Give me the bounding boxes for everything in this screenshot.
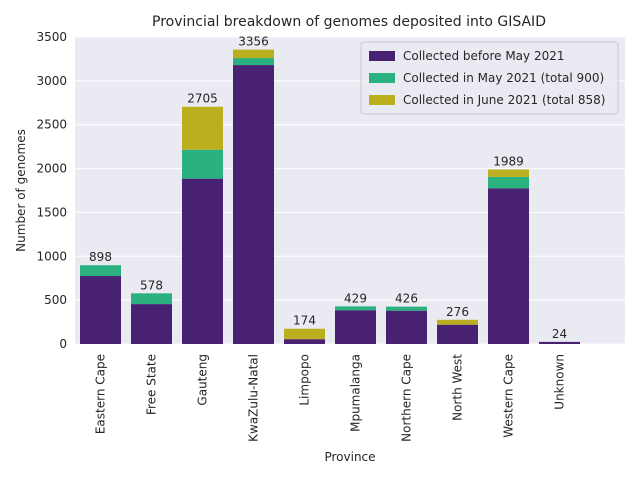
legend-swatch [369,51,395,61]
bar-segment-2 [386,306,427,311]
legend-label: Collected in June 2021 (total 858) [403,93,605,107]
chart-title: Provincial breakdown of genomes deposite… [152,14,546,30]
x-tick-label: Western Cape [502,354,516,438]
bar-segment-1 [539,341,580,344]
bar-segment-1 [233,65,274,344]
x-tick-label: Northern Cape [400,354,414,442]
bar-segment-2 [233,58,274,66]
y-tick-label: 3000 [36,74,67,88]
bar-segment-3 [488,169,529,177]
x-tick-label: Free State [145,354,159,415]
bar-segment-1 [335,310,376,344]
x-tick-label: Limpopo [298,354,312,406]
x-tick-label: KwaZulu-Natal [247,354,261,442]
legend: Collected before May 2021 Collected in Ma… [360,41,619,115]
bar-segment-1 [131,304,172,344]
y-tick-label: 1500 [36,205,67,219]
bar-segment-1 [386,310,427,344]
y-tick-label: 500 [44,293,67,307]
bar-total-label: 578 [140,278,163,292]
bars [80,49,580,344]
x-axis: Eastern Cape Free State Gauteng KwaZulu-Nat… [94,354,567,442]
bar-total-label: 429 [344,291,367,305]
y-tick-label: 2500 [36,118,67,132]
bar-segment-3 [437,319,478,325]
bar-segment-1 [437,324,478,344]
bar-segment-1 [284,339,325,344]
bar-segment-1 [182,178,223,344]
x-axis-label: Province [324,450,375,464]
bar-segment-2 [488,176,529,189]
bar-total-label: 3356 [238,35,269,49]
bar-segment-2 [80,265,121,277]
legend-swatch [369,73,395,83]
y-tick-label: 1000 [36,249,67,263]
legend-label: Collected in May 2021 (total 900) [403,71,604,85]
x-tick-label: North West [451,354,465,421]
bar-segment-1 [80,276,121,344]
y-axis: 0 500 1000 1500 2000 2500 3000 3500 [36,30,67,351]
bar-total-label: 898 [89,250,112,264]
bar-segment-3 [182,106,223,150]
bar-segment-2 [131,293,172,305]
x-tick-label: Gauteng [196,354,210,406]
y-axis-label: Number of genomes [14,129,28,252]
bar-segment-2 [182,149,223,179]
legend-label: Collected before May 2021 [403,49,564,63]
bar-total-label: 2705 [187,92,218,106]
legend-swatch [369,95,395,105]
x-tick-label: Mpumalanga [349,354,363,432]
bar-segment-2 [335,306,376,311]
bar-total-label: 174 [293,314,316,328]
legend-box [360,41,619,115]
y-tick-label: 3500 [36,30,67,44]
y-tick-label: 2000 [36,162,67,176]
bar-total-label: 426 [395,292,418,306]
bar-total-label: 24 [552,327,567,341]
bar-totals: 898 578 2705 3356 174 429 426 276 1989 24 [89,35,567,341]
y-tick-label: 0 [59,337,67,351]
bar-total-label: 276 [446,305,469,319]
bar-segment-3 [284,328,325,340]
x-tick-label: Unknown [553,354,567,410]
bar-total-label: 1989 [493,155,524,169]
bar-segment-3 [233,49,274,59]
bar-segment-1 [488,188,529,344]
x-tick-label: Eastern Cape [94,354,108,434]
